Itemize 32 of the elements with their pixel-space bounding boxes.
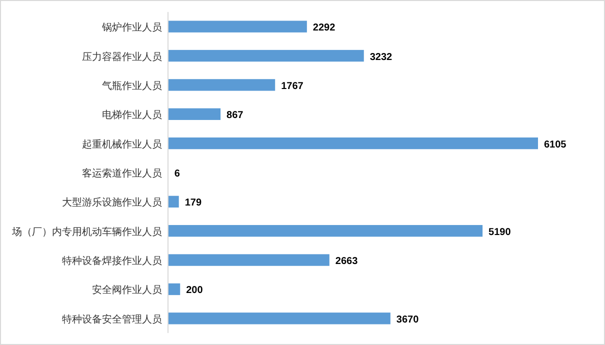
y-tick-label: 大型游乐设施作业人员 bbox=[62, 196, 162, 209]
bar bbox=[168, 312, 390, 324]
y-tick-label: 客运索道作业人员 bbox=[82, 168, 162, 180]
data-label: 2663 bbox=[335, 256, 358, 268]
bar bbox=[168, 225, 483, 237]
y-tick-label: 特种设备焊接作业人员 bbox=[62, 255, 162, 268]
data-label: 5190 bbox=[488, 226, 512, 238]
y-tick-label: 起重机械作业人员 bbox=[82, 138, 162, 150]
bar bbox=[168, 283, 180, 296]
data-label: 867 bbox=[226, 110, 244, 122]
y-tick-label: 安全阀作业人员 bbox=[92, 284, 162, 296]
bar bbox=[168, 20, 307, 32]
bar bbox=[168, 196, 179, 208]
data-label: 3232 bbox=[370, 52, 393, 63]
data-label: 200 bbox=[186, 285, 204, 296]
y-tick-label: 电梯作业人员 bbox=[102, 109, 162, 122]
bar bbox=[168, 79, 276, 91]
bar bbox=[168, 254, 330, 266]
y-tick-label: 锅炉作业人员 bbox=[101, 22, 162, 34]
y-tick-label: 场（厂）内专用机动车辆作业人员 bbox=[11, 226, 162, 238]
y-tick-label: 压力容器作业人员 bbox=[82, 50, 162, 63]
data-label: 2292 bbox=[312, 22, 336, 34]
data-label: 3670 bbox=[396, 314, 420, 326]
bar bbox=[168, 108, 221, 120]
y-tick-label: 气瓶作业人员 bbox=[102, 80, 162, 92]
bar bbox=[168, 50, 364, 62]
data-label: 1767 bbox=[281, 80, 304, 92]
bar bbox=[168, 137, 538, 150]
data-label: 6 bbox=[174, 168, 180, 180]
y-tick-label: 特种设备安全管理人员 bbox=[62, 313, 162, 326]
data-label: 179 bbox=[184, 198, 202, 209]
data-label: 6105 bbox=[544, 139, 567, 150]
